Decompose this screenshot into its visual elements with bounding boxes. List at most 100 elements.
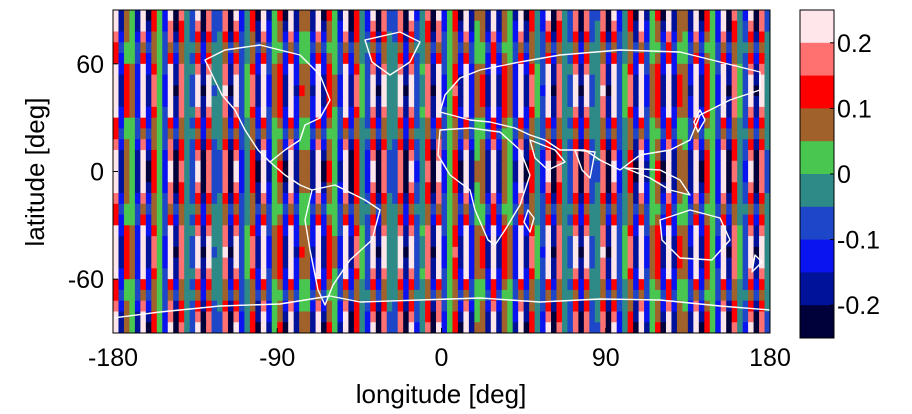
heatmap-cell	[457, 311, 464, 323]
heatmap-cell	[408, 96, 415, 108]
heatmap-cell	[353, 160, 360, 173]
heatmap-cell	[167, 257, 174, 269]
heatmap-cell	[715, 128, 722, 140]
heatmap-cell	[671, 139, 678, 151]
heatmap-cell	[386, 53, 393, 65]
heatmap-cell	[496, 149, 503, 162]
heatmap-cell	[572, 300, 579, 313]
heatmap-cell	[266, 246, 273, 259]
heatmap-cell	[255, 279, 262, 291]
heatmap-cell	[123, 74, 131, 86]
heatmap-cell	[255, 139, 262, 151]
heatmap-cell	[113, 246, 120, 259]
heatmap-cell	[507, 182, 514, 194]
heatmap-cell	[244, 74, 251, 86]
heatmap-cell	[457, 42, 464, 54]
heatmap-cell	[474, 246, 481, 259]
heatmap-cell	[600, 63, 607, 76]
heatmap-cell	[293, 214, 300, 226]
heatmap-cell	[753, 31, 760, 43]
heatmap-cell	[321, 139, 328, 151]
heatmap-cell	[452, 203, 459, 216]
heatmap-cell	[222, 279, 229, 291]
heatmap-cell	[299, 10, 306, 22]
heatmap-cell	[589, 193, 596, 205]
heatmap-cell	[304, 42, 311, 54]
heatmap-cell	[496, 85, 503, 97]
heatmap-cell	[501, 322, 508, 333]
heatmap-cell	[162, 171, 169, 183]
heatmap-cell	[277, 63, 284, 76]
heatmap-cell	[403, 300, 410, 313]
heatmap-cell	[660, 311, 667, 323]
heatmap-cell	[616, 106, 623, 119]
heatmap-cell	[326, 236, 333, 248]
heatmap-cell	[457, 322, 464, 333]
heatmap-cell	[326, 149, 333, 162]
heatmap-cell	[655, 149, 662, 162]
heatmap-cell	[206, 139, 213, 151]
heatmap-cell	[425, 106, 432, 119]
heatmap-cell	[479, 74, 486, 86]
heatmap-cell	[129, 171, 136, 183]
heatmap-cell	[299, 117, 306, 130]
heatmap-cell	[364, 236, 371, 248]
heatmap-cell	[627, 128, 634, 140]
heatmap-cell	[633, 139, 640, 151]
heatmap-cell	[348, 193, 355, 205]
heatmap-cell	[644, 139, 651, 151]
heatmap-cell	[211, 171, 218, 183]
heatmap-cell	[304, 106, 311, 119]
heatmap-cell	[178, 300, 185, 313]
heatmap-cell	[523, 203, 530, 216]
heatmap-cell	[589, 10, 596, 22]
heatmap-cell	[556, 257, 563, 269]
heatmap-cell	[474, 42, 481, 54]
heatmap-cell	[425, 203, 432, 216]
heatmap-cell	[665, 225, 673, 237]
heatmap-cell	[364, 20, 371, 33]
heatmap-cell	[260, 31, 267, 43]
heatmap-cell	[337, 117, 344, 130]
heatmap-cell	[633, 300, 640, 313]
heatmap-cell	[227, 160, 235, 173]
heatmap-cell	[682, 106, 689, 119]
heatmap-cell	[288, 53, 295, 65]
heatmap-cell	[397, 128, 404, 140]
heatmap-cell	[173, 42, 180, 54]
heatmap-cell	[342, 149, 350, 162]
heatmap-cell	[737, 279, 744, 291]
heatmap-cell	[271, 85, 278, 97]
heatmap-cell	[173, 300, 180, 313]
heatmap-cell	[123, 10, 131, 22]
heatmap-cell	[507, 10, 514, 22]
heatmap-cell	[605, 149, 612, 162]
heatmap-cell	[682, 300, 689, 313]
heatmap-cell	[594, 74, 601, 86]
heatmap-cell	[704, 74, 711, 86]
heatmap-cell	[436, 300, 443, 313]
heatmap-cell	[748, 53, 755, 65]
heatmap-cell	[676, 96, 683, 108]
heatmap-cell	[288, 106, 295, 119]
heatmap-cell	[600, 139, 607, 151]
heatmap-cell	[644, 128, 651, 140]
heatmap-cell	[249, 160, 256, 173]
heatmap-cell	[134, 289, 141, 302]
heatmap-cell	[348, 279, 355, 291]
heatmap-cell	[589, 53, 596, 65]
heatmap-cell	[682, 160, 689, 173]
heatmap-cell	[665, 311, 673, 323]
heatmap-cell	[299, 96, 306, 108]
heatmap-cell	[622, 214, 629, 226]
heatmap-cell	[266, 160, 273, 173]
heatmap-cell	[622, 139, 629, 151]
heatmap-cell	[474, 53, 481, 65]
heatmap-cell	[173, 128, 180, 140]
heatmap-cell	[206, 85, 213, 97]
heatmap-cell	[129, 31, 136, 43]
heatmap-cell	[655, 20, 662, 33]
heatmap-cell	[227, 31, 235, 43]
heatmap-cell	[217, 257, 224, 269]
heatmap-cell	[255, 300, 262, 313]
